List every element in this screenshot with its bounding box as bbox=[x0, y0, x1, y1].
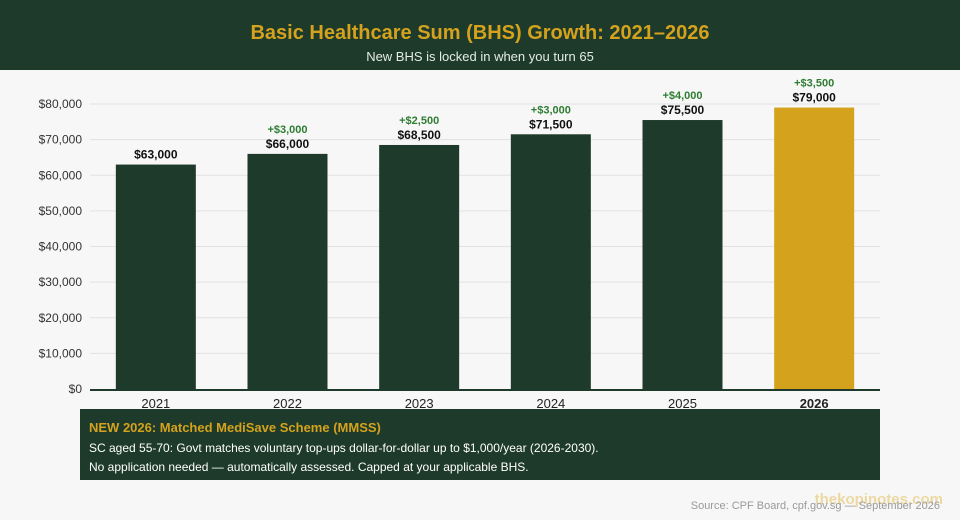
x-tick-label: 2025 bbox=[668, 396, 697, 410]
bar-2021 bbox=[115, 164, 196, 389]
page-subtitle: New BHS is locked in when you turn 65 bbox=[366, 49, 594, 64]
y-tick-label: $60,000 bbox=[39, 168, 83, 182]
grid-lines bbox=[90, 103, 880, 354]
bar-change-label: +$3,000 bbox=[267, 124, 307, 136]
bars bbox=[115, 107, 855, 389]
y-tick-label: $50,000 bbox=[39, 204, 83, 218]
x-tick-label: 2021 bbox=[141, 396, 170, 410]
bar-2022 bbox=[247, 153, 328, 389]
y-tick-label: $40,000 bbox=[39, 240, 83, 254]
info-box-line-1: SC aged 55-70: Govt matches voluntary to… bbox=[89, 441, 599, 455]
bar-value-label: $68,500 bbox=[397, 128, 441, 142]
x-tick-label: 2024 bbox=[536, 396, 565, 410]
x-tick-label: 2022 bbox=[273, 396, 302, 410]
y-tick-label: $80,000 bbox=[39, 97, 83, 111]
y-tick-label: $10,000 bbox=[39, 346, 83, 360]
x-tick-label: 2023 bbox=[405, 396, 434, 410]
x-tick-label: 2026 bbox=[800, 396, 829, 410]
page-title: Basic Healthcare Sum (BHS) Growth: 2021–… bbox=[250, 22, 710, 44]
y-tick-label: $20,000 bbox=[39, 311, 83, 325]
watermark: thekopinotes.com bbox=[814, 491, 943, 508]
y-tick-label: $70,000 bbox=[39, 133, 83, 147]
y-tick-label: $0 bbox=[69, 382, 83, 396]
bar-2025 bbox=[642, 120, 723, 389]
bar-chart: $0 $10,000 $20,000 $30,000 $40,000 $50,000 $60… bbox=[39, 78, 880, 410]
y-axis-ticks: $0 $10,000 $20,000 $30,000 $40,000 $50,000 $60… bbox=[39, 97, 83, 396]
info-box-line-2: No application needed — automatically as… bbox=[89, 460, 529, 474]
bar-change-label: +$2,500 bbox=[399, 115, 439, 127]
y-tick-label: $30,000 bbox=[39, 275, 83, 289]
bar-value-label: $63,000 bbox=[134, 148, 178, 162]
bar-change-label: +$3,000 bbox=[531, 104, 571, 116]
x-axis-ticks: 2021 2022 2023 2024 2025 2026 bbox=[141, 396, 828, 410]
bar-2024 bbox=[510, 134, 591, 389]
bar-change-label: +$4,000 bbox=[662, 90, 702, 102]
mmss-info-box: NEW 2026: Matched MediSave Scheme (MMSS)… bbox=[80, 409, 880, 480]
bar-value-label: $79,000 bbox=[792, 91, 836, 105]
bar-labels: $63,000$66,000+$3,000 $68,500+$2,500 $71,5… bbox=[134, 78, 836, 162]
bar-value-label: $71,500 bbox=[529, 117, 573, 131]
bar-change-label: +$3,500 bbox=[794, 78, 834, 90]
info-box-title: NEW 2026: Matched MediSave Scheme (MMSS) bbox=[89, 420, 381, 435]
header-banner: Basic Healthcare Sum (BHS) Growth: 2021–… bbox=[0, 0, 960, 70]
source-note: Source: CPF Board, cpf.gov.sg — Septembe… bbox=[690, 500, 940, 512]
bar-2023 bbox=[379, 144, 460, 389]
bar-value-label: $75,500 bbox=[661, 103, 705, 117]
bar-value-label: $66,000 bbox=[266, 137, 310, 151]
bar-2026 bbox=[774, 107, 855, 389]
